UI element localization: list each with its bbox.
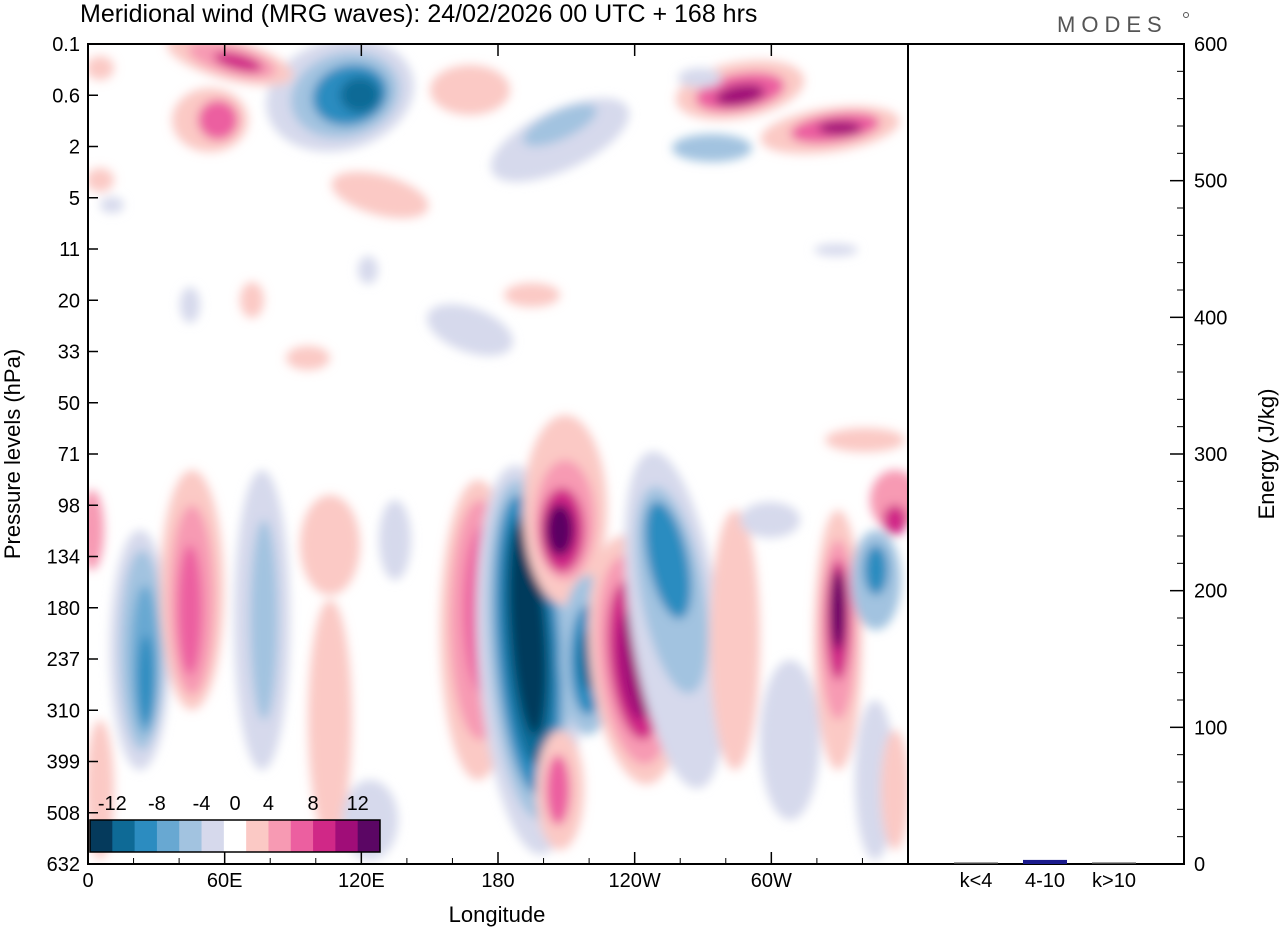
energy-category-label: k>10 <box>1092 870 1136 892</box>
energy-tick-label: 300 <box>1194 444 1227 466</box>
feature-pink-200 <box>523 415 607 850</box>
energy-category-label: k<4 <box>960 870 993 892</box>
feature-upper-blue-120w <box>490 68 752 182</box>
y-tick-label: 310 <box>47 700 80 722</box>
colorbar-label: 12 <box>347 793 369 815</box>
colorbar-swatch <box>112 820 136 852</box>
colorbar-swatch <box>134 820 158 852</box>
colorbar-swatch <box>156 820 180 852</box>
colorbar-swatch <box>290 820 314 852</box>
feature-edge <box>88 56 908 860</box>
energy-tick-label: 400 <box>1194 307 1227 329</box>
colorbar-swatch <box>201 820 225 852</box>
feature-pink-40e <box>160 470 224 710</box>
colorbar-swatch <box>246 820 269 852</box>
feature-upper-pink-60e <box>167 44 293 152</box>
energy-bar <box>1023 859 1067 864</box>
y-axis-label: Pressure levels (hPa) <box>0 349 25 559</box>
colorbar-swatch <box>179 820 203 852</box>
energy-frame <box>907 43 1185 865</box>
feature-pink-100e <box>300 495 360 840</box>
colorbar-label: -4 <box>193 793 211 815</box>
feature-blue-258 <box>624 451 726 789</box>
y-tick-label: 33 <box>58 342 80 364</box>
y-tick-label: 180 <box>47 598 80 620</box>
x-tick-label: 180 <box>481 870 514 892</box>
energy-tick-label: 100 <box>1194 717 1227 739</box>
y-tick-label: 98 <box>58 495 80 517</box>
colorbar-swatch <box>313 820 336 852</box>
y-tick-label: 0.6 <box>52 85 80 107</box>
colorbar-label: 4 <box>263 793 274 815</box>
energy-tick-label: 0 <box>1194 854 1205 876</box>
colorbar-label: 8 <box>308 793 319 815</box>
colorbar-swatch <box>90 820 113 852</box>
colorbar-swatch <box>357 820 381 852</box>
feature-mid-pink <box>88 65 560 370</box>
colorbar-swatch <box>268 820 292 852</box>
y-tick-label: 20 <box>58 290 80 312</box>
energy-axis-label: Energy (J/kg) <box>1254 389 1279 520</box>
y-axis: 0.1 0.6 2 5 11 20 33 50 71 98 134 180 237 310 399 508 63… <box>47 34 98 876</box>
wind-field <box>88 44 908 860</box>
colorbar-swatch <box>223 820 247 852</box>
x-tick-label: 120E <box>338 870 385 892</box>
feature-mid-blue <box>100 197 858 356</box>
modes-logo: MODES <box>1057 12 1168 37</box>
x-tick-label: 0 <box>82 870 93 892</box>
energy-tick-label: 500 <box>1194 171 1227 193</box>
feature-pink-280 <box>710 510 760 770</box>
y-tick-label: 134 <box>47 547 80 569</box>
feature-upper-blue-120e <box>266 44 414 152</box>
colorbar-label: -8 <box>148 793 166 815</box>
feature-blue-80e <box>234 470 290 770</box>
colorbar-frame <box>89 819 381 853</box>
x-tick-label: 60W <box>751 870 792 892</box>
colorbar: -12 -8 -4 0 4 8 12 <box>89 793 381 853</box>
y-tick-label: 50 <box>58 393 80 415</box>
colorbar-label: -12 <box>98 793 127 815</box>
registered-mark-icon <box>1183 12 1189 18</box>
energy-tick-label: 200 <box>1194 581 1227 603</box>
energy-category-label: 4-10 <box>1025 870 1065 892</box>
y-tick-label: 0.1 <box>52 34 80 56</box>
x-axis: 0 60E 120E 180 120W 60W <box>82 44 863 892</box>
feature-blue-290 <box>740 502 820 820</box>
colorbar-label: 0 <box>229 793 240 815</box>
energy-bar <box>954 862 998 864</box>
colorbar-swatch <box>335 820 359 852</box>
energy-tick-label: 600 <box>1194 34 1227 56</box>
y-tick-label: 2 <box>69 137 80 159</box>
y-tick-label: 5 <box>69 188 80 210</box>
y-tick-label: 11 <box>59 239 80 261</box>
y-tick-label: 632 <box>47 854 80 876</box>
x-tick-label: 60E <box>207 870 243 892</box>
y-tick-label: 237 <box>47 649 80 671</box>
y-tick-label: 508 <box>47 803 80 825</box>
energy-bar <box>1092 862 1136 864</box>
heatmap-plot: 0 60E 120E 180 120W 60W 0.1 0.6 2 5 11 20 33 50 71 98 1… <box>0 34 909 927</box>
energy-bar-chart: 0 100 200 300 400 500 600 k<4 4-10 k>10 Energy (… <box>907 34 1279 892</box>
chart-title: Meridional wind (MRG waves): 24/02/2026 … <box>80 0 757 28</box>
y-tick-label: 71 <box>58 444 80 466</box>
x-axis-label: Longitude <box>449 902 546 927</box>
y-tick-label: 399 <box>47 752 80 774</box>
feature-pink-330 <box>814 510 862 770</box>
feature-blue-20e <box>110 530 170 770</box>
x-tick-label: 120W <box>609 870 661 892</box>
